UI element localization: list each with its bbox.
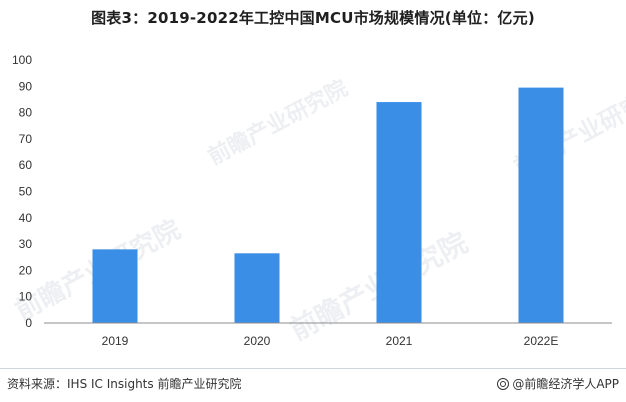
footer: 资料来源：IHS IC Insights 前瞻产业研究院 @前瞻经济学人APP bbox=[0, 368, 626, 402]
y-tick-label: 20 bbox=[19, 263, 33, 277]
source-note: 资料来源：IHS IC Insights 前瞻产业研究院 bbox=[7, 377, 242, 391]
x-tick-label: 2021 bbox=[386, 334, 413, 348]
x-tick-label: 2020 bbox=[244, 334, 271, 348]
y-tick-label: 100 bbox=[12, 53, 32, 67]
bar-chart: 0 10 20 30 40 50 60 70 80 90 100 2019 2020 2021 2022E bbox=[12, 53, 612, 348]
y-tick-label: 40 bbox=[19, 211, 33, 225]
brand-credit: @前瞻经济学人APP bbox=[497, 375, 619, 392]
x-axis-labels: 2019 2020 2021 2022E bbox=[102, 334, 559, 348]
y-tick-label: 60 bbox=[19, 158, 33, 172]
y-tick-label: 70 bbox=[19, 132, 33, 146]
y-tick-label: 50 bbox=[19, 185, 33, 199]
x-tick-label: 2022E bbox=[524, 334, 559, 348]
bar-2021 bbox=[376, 102, 422, 323]
bar-2022E bbox=[518, 87, 564, 324]
y-tick-label: 0 bbox=[25, 316, 32, 330]
y-axis-ticks: 0 10 20 30 40 50 60 70 80 90 100 bbox=[12, 53, 32, 330]
bars bbox=[92, 87, 564, 324]
brand-logo-icon bbox=[497, 377, 510, 390]
y-tick-label: 10 bbox=[19, 290, 33, 304]
bar-2020 bbox=[234, 253, 280, 323]
y-tick-label: 90 bbox=[19, 79, 33, 93]
y-tick-label: 30 bbox=[19, 237, 33, 251]
bar-2019 bbox=[92, 249, 138, 323]
chart-title: 图表3：2019-2022年工控中国MCU市场规模情况(单位：亿元) bbox=[91, 9, 535, 27]
x-tick-label: 2019 bbox=[102, 334, 129, 348]
y-tick-label: 80 bbox=[19, 106, 33, 120]
brand-text: @前瞻经济学人APP bbox=[512, 377, 619, 391]
